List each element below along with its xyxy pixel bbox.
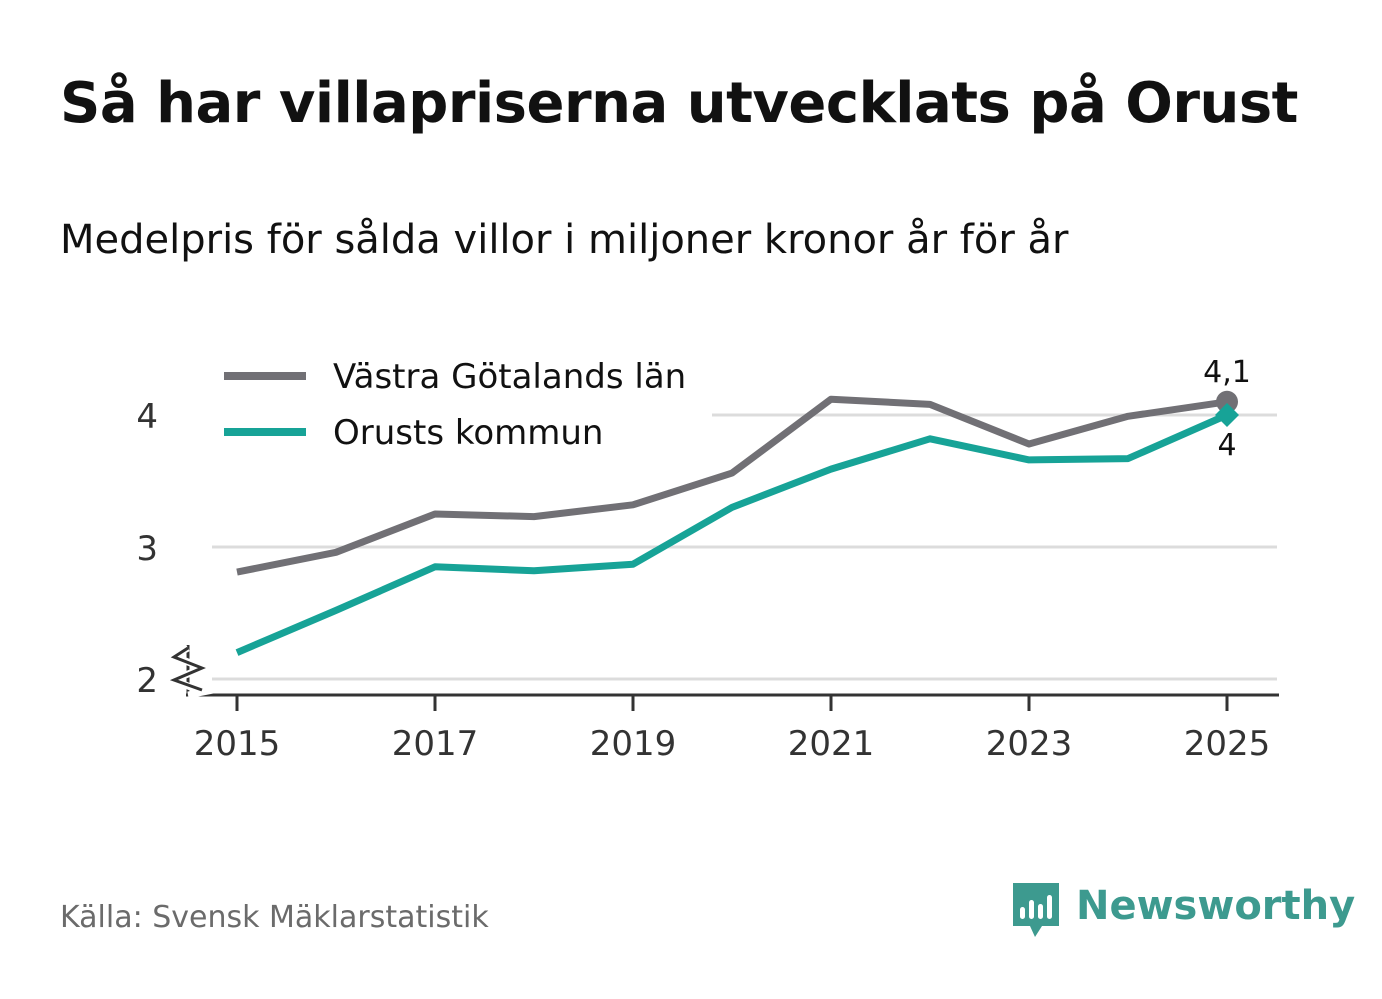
- legend-background: [212, 350, 712, 460]
- chart-legend: Västra Götalands län Orusts kommun: [212, 350, 712, 460]
- x-tick-label: 2023: [986, 724, 1073, 764]
- x-tick-label: 2017: [392, 724, 479, 764]
- y-tick-label: 2: [136, 661, 158, 701]
- axes: [163, 644, 1279, 699]
- series-lines: [235, 390, 1239, 656]
- legend-label: Västra Götalands län: [333, 357, 686, 397]
- y-axis-ticks: 2 3 4: [136, 397, 158, 701]
- end-point-orust: [1215, 403, 1239, 427]
- y-tick-label: 4: [136, 397, 158, 437]
- x-tick-label: 2019: [590, 724, 677, 764]
- x-tick-label: 2021: [788, 724, 875, 764]
- series-line-orust: [235, 411, 1229, 656]
- brand-logo-block: Newsworthy: [1010, 878, 1355, 942]
- legend-label: Orusts kommun: [333, 413, 603, 453]
- axis-break-marker: [169, 646, 206, 692]
- end-label-orust: 4: [1217, 428, 1236, 463]
- chart-subtitle: Medelpris för sålda villor i miljoner kr…: [60, 217, 1069, 263]
- y-tick-label: 3: [136, 529, 158, 569]
- newsworthy-logo-icon: [1013, 883, 1059, 937]
- x-tick-label: 2015: [194, 724, 281, 764]
- series-line-vastra-gotaland: [236, 395, 1228, 576]
- brand-name: Newsworthy: [1076, 883, 1356, 929]
- x-axis-ticks: 2015 2017 2019 2021 2023 2025: [194, 695, 1271, 764]
- end-label-vastra-gotaland: 4,1: [1203, 355, 1251, 390]
- source-note: Källa: Svensk Mäklarstatistik: [60, 900, 489, 935]
- chart-title: Så har villapriserna utvecklats på Orust: [60, 71, 1298, 136]
- end-point-vastra-gotaland: [1216, 390, 1238, 413]
- end-labels: 4,14: [1203, 355, 1251, 463]
- x-tick-label: 2025: [1184, 724, 1271, 764]
